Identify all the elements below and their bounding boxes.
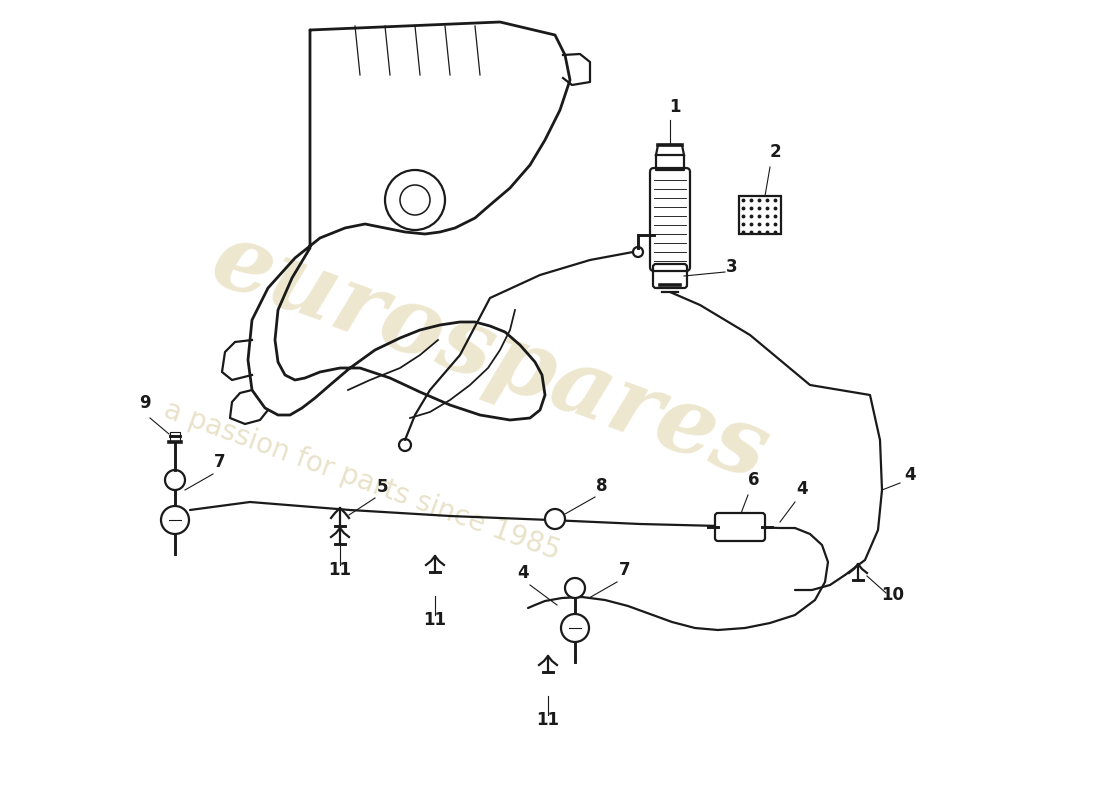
Text: 1: 1 [669, 98, 681, 116]
Text: 7: 7 [619, 561, 630, 579]
Text: 4: 4 [796, 480, 807, 498]
Text: 7: 7 [214, 453, 225, 471]
Circle shape [565, 578, 585, 598]
Text: 3: 3 [726, 258, 738, 276]
Circle shape [165, 470, 185, 490]
Text: a passion for parts since 1985: a passion for parts since 1985 [160, 396, 564, 566]
Bar [739, 196, 781, 234]
Text: 6: 6 [748, 471, 760, 489]
Text: 2: 2 [769, 143, 781, 161]
Circle shape [544, 509, 565, 529]
Text: 5: 5 [376, 478, 387, 496]
Text: 4: 4 [517, 564, 529, 582]
Circle shape [561, 614, 588, 642]
Text: eurospares: eurospares [200, 214, 781, 499]
Text: 11: 11 [537, 711, 560, 729]
Text: 9: 9 [140, 394, 151, 412]
Text: 10: 10 [881, 586, 904, 604]
Circle shape [161, 506, 189, 534]
Text: 8: 8 [596, 477, 607, 495]
Text: 4: 4 [904, 466, 916, 484]
Text: 11: 11 [424, 611, 447, 629]
FancyBboxPatch shape [715, 513, 764, 541]
Text: 11: 11 [329, 561, 352, 579]
